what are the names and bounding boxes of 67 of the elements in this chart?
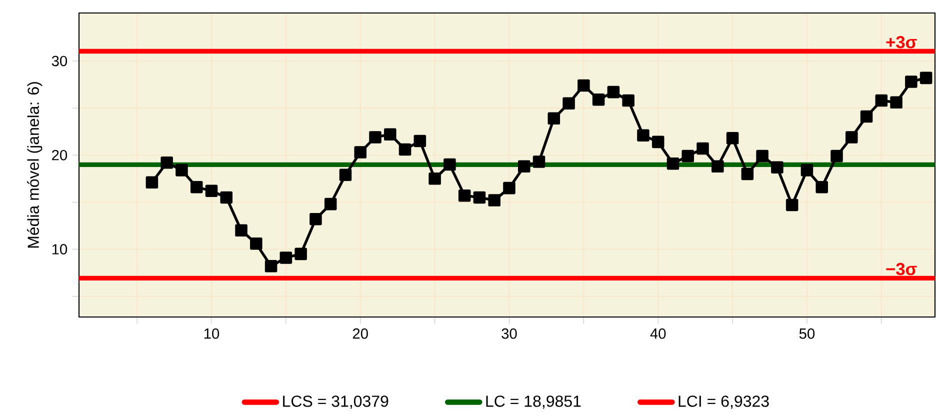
point <box>548 112 560 125</box>
point <box>190 180 203 194</box>
point <box>830 150 843 162</box>
point <box>578 79 590 92</box>
point <box>890 96 902 109</box>
point <box>562 97 575 110</box>
point <box>310 212 322 226</box>
point <box>771 161 784 174</box>
point <box>235 224 248 237</box>
point <box>875 94 888 107</box>
point <box>726 132 739 144</box>
point <box>800 164 814 176</box>
point <box>384 128 396 141</box>
point <box>220 191 233 204</box>
annotation: −3σ <box>886 262 917 276</box>
point <box>398 143 412 156</box>
point <box>905 76 918 88</box>
point <box>473 191 486 204</box>
annotation: +3σ <box>886 36 917 48</box>
point <box>637 129 650 142</box>
point <box>354 146 366 158</box>
point <box>205 184 218 198</box>
point <box>428 172 441 185</box>
legend-label: LCI = 6,9323 <box>678 396 769 409</box>
legend-label: LCS = 31,0379 <box>283 396 388 409</box>
y-tick-label: 20 <box>52 150 68 160</box>
point <box>652 136 664 148</box>
point <box>503 182 516 194</box>
point <box>682 150 694 162</box>
point <box>666 157 680 170</box>
x-tick-label: 30 <box>502 328 517 339</box>
point <box>176 164 188 176</box>
point <box>264 260 278 272</box>
point <box>324 198 337 210</box>
point <box>712 160 724 173</box>
point <box>414 134 426 148</box>
x-tick-label: 40 <box>650 328 666 339</box>
legend-label: LC = 18,9851 <box>486 396 581 409</box>
point <box>532 156 546 168</box>
point <box>458 189 471 202</box>
point <box>860 110 873 123</box>
point <box>294 248 307 260</box>
x-tick-label: 20 <box>352 328 368 339</box>
point <box>816 180 828 194</box>
point <box>592 93 605 106</box>
x-tick-label: 10 <box>204 328 220 339</box>
y-tick-label: 10 <box>52 244 68 254</box>
y-tick-label: 30 <box>52 56 68 66</box>
point <box>146 176 158 189</box>
point <box>845 131 858 144</box>
point <box>444 158 456 171</box>
point <box>488 194 500 206</box>
point <box>920 72 932 84</box>
point <box>250 237 262 250</box>
x-tick-label: 50 <box>799 328 815 339</box>
point <box>756 150 768 162</box>
point <box>741 168 754 180</box>
point <box>339 168 352 182</box>
point <box>280 252 292 264</box>
point <box>786 198 798 212</box>
point <box>696 142 709 155</box>
y-axis-title: Média móvel (janela: 6) <box>27 82 42 248</box>
point <box>622 94 634 107</box>
point <box>518 160 530 173</box>
point <box>369 131 382 144</box>
point <box>160 156 173 169</box>
point <box>607 86 620 98</box>
